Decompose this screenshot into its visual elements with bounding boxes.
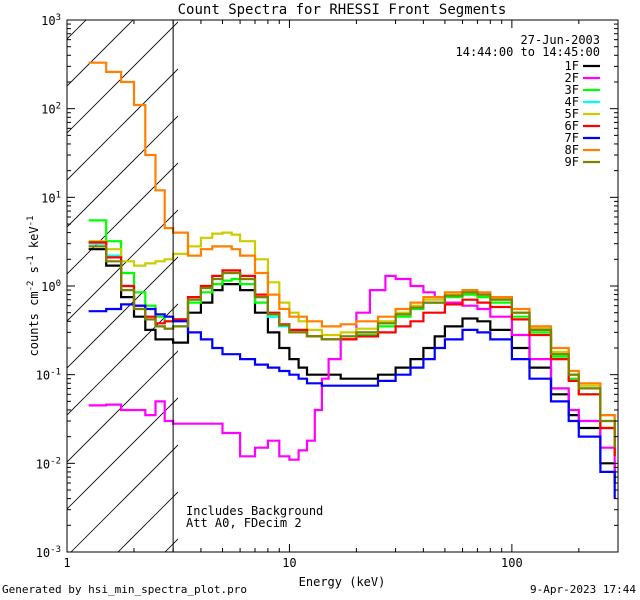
background-annotation: Includes Background <box>186 504 323 518</box>
hatch-line <box>67 68 178 181</box>
generated-by-label: Generated by hsi_min_spectra_plot.pro <box>2 583 248 596</box>
legend-label-6F: 6F <box>565 119 579 133</box>
hatched-region <box>67 20 178 552</box>
legend-label-7F: 7F <box>565 131 579 145</box>
y-tick-label: 101 <box>41 190 61 205</box>
hatch-line <box>67 162 178 275</box>
legend-label-1F: 1F <box>565 59 579 73</box>
date-label: 27-Jun-2003 <box>521 33 600 47</box>
hatch-line <box>67 256 178 369</box>
hatch-line <box>67 21 178 134</box>
axis-ticks: 1 10 100 10-3 10-2 10-1 100 101 102 103 <box>36 13 619 570</box>
y-tick-label: 10-1 <box>36 368 61 383</box>
time-range-label: 14:44:00 to 14:45:00 <box>456 45 601 59</box>
legend-label-2F: 2F <box>565 71 579 85</box>
y-tick-label: 10-3 <box>36 545 61 560</box>
y-tick-label: 102 <box>41 102 61 117</box>
hatch-line <box>67 20 134 87</box>
x-tick-label: 1 <box>63 556 70 570</box>
attenuator-annotation: Att A0, FDecim 2 <box>186 516 302 530</box>
legend-label-8F: 8F <box>565 143 579 157</box>
legend-label-5F: 5F <box>565 107 579 121</box>
series-line-6F <box>88 241 616 457</box>
timestamp-label: 9-Apr-2023 17:44 <box>530 583 636 596</box>
x-tick-label: 10 <box>282 556 296 570</box>
series-line-4F <box>88 242 616 448</box>
hatch-line <box>67 20 87 40</box>
legend-label-3F: 3F <box>565 83 579 97</box>
series-line-7F <box>88 303 616 499</box>
hatch-line <box>67 350 178 463</box>
series-layer <box>88 61 616 499</box>
hatch-line <box>70 444 178 552</box>
plot-frame <box>66 19 619 553</box>
hatch-line <box>67 209 178 322</box>
legend-label-4F: 4F <box>565 95 579 109</box>
hatch-line <box>67 397 178 510</box>
x-tick-label: 100 <box>501 556 523 570</box>
y-tick-label: 103 <box>41 13 61 28</box>
series-line-8F <box>88 61 616 441</box>
series-line-1F <box>88 248 616 483</box>
y-tick-label: 100 <box>41 279 61 294</box>
chart-title: Count Spectra for RHESSI Front Segments <box>178 2 507 18</box>
hatch-line <box>117 491 178 552</box>
x-axis-label: Energy (keV) <box>299 575 386 589</box>
y-axis-label: counts cm-2 s-1 keV-1 <box>26 216 41 357</box>
series-line-2F <box>88 274 616 472</box>
series-line-9F <box>88 245 616 448</box>
legend-label-9F: 9F <box>565 155 579 169</box>
y-tick-label: 10-2 <box>36 456 61 471</box>
